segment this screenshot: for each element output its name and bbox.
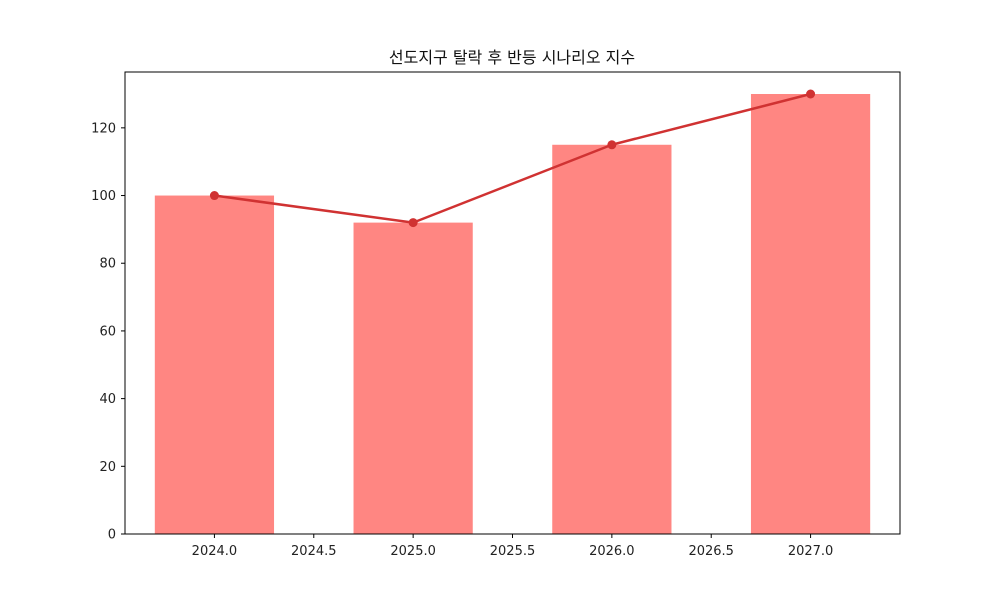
x-tick-label-2024.0: 2024.0 (192, 544, 238, 559)
bar-2027 (750, 94, 871, 534)
bar-2025 (353, 222, 473, 534)
x-tick-label-2026.0: 2026.0 (589, 544, 635, 559)
x-tick-label-2025.5: 2025.5 (490, 544, 536, 559)
line-point-2026 (607, 140, 617, 150)
x-tick-label-2026.5: 2026.5 (688, 544, 734, 559)
x-axis: 2024.0 2024.5 2025.0 2025.5 2026.0 2026.5 2027… (192, 534, 834, 559)
y-axis: 0 20 40 60 80 100 120 (91, 121, 125, 543)
y-tick-label-40: 40 (99, 392, 116, 407)
x-tick-label-2025.0: 2025.0 (390, 544, 436, 559)
y-tick-label-60: 60 (99, 324, 116, 339)
chart-title: 선도지구 탈락 후 반등 시나리오 지수 (389, 48, 635, 67)
y-tick-label-0: 0 (108, 528, 116, 543)
y-tick-label-100: 100 (91, 189, 116, 204)
bars (154, 94, 871, 535)
bar-2026 (552, 144, 672, 534)
x-tick-label-2027.0: 2027.0 (788, 544, 834, 559)
line-point-2024 (209, 191, 219, 201)
bar-2024 (154, 195, 275, 535)
line-path (214, 92, 811, 224)
y-tick-label-20: 20 (99, 460, 116, 475)
line-series (209, 89, 816, 228)
line-point-2027 (806, 89, 816, 99)
line-point-2025 (408, 218, 418, 228)
x-tick-label-2024.5: 2024.5 (291, 544, 337, 559)
y-tick-label-80: 80 (99, 257, 116, 272)
y-tick-label-120: 120 (91, 121, 116, 136)
